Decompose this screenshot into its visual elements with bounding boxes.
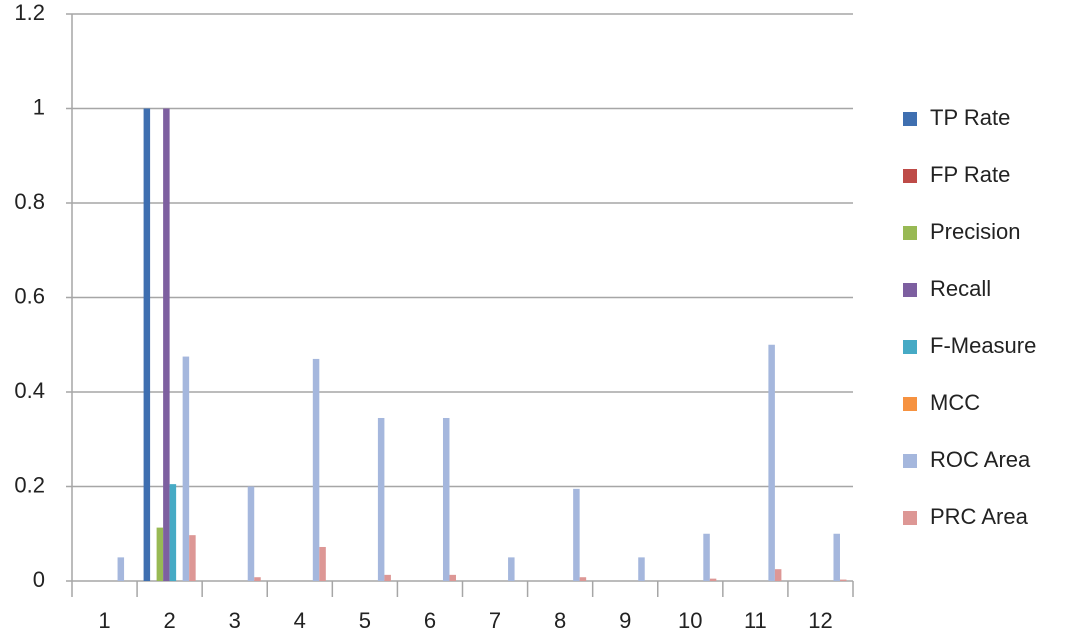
- legend-label: Precision: [930, 219, 1020, 244]
- x-tick-label: 7: [489, 608, 501, 633]
- y-tick-label: 1.2: [14, 0, 45, 25]
- bar: [189, 535, 196, 581]
- x-tick-label: 3: [229, 608, 241, 633]
- bar: [384, 574, 391, 581]
- bar: [579, 577, 587, 581]
- bar: [312, 358, 320, 581]
- legend-swatch: [903, 397, 917, 411]
- bar: [377, 417, 385, 581]
- legend-label: TP Rate: [930, 105, 1010, 130]
- bar: [774, 569, 782, 581]
- bar: [703, 533, 710, 581]
- x-tick-label: 1: [98, 608, 110, 633]
- x-tick-label: 9: [619, 608, 631, 633]
- legend-label: F-Measure: [930, 333, 1036, 358]
- bar: [143, 108, 151, 581]
- y-tick-label: 0: [33, 567, 45, 592]
- bar: [573, 488, 580, 581]
- bar: [638, 557, 645, 581]
- y-tick-label: 0.4: [14, 378, 45, 403]
- bar: [839, 579, 847, 581]
- bar: [117, 557, 125, 581]
- legend-label: PRC Area: [930, 504, 1029, 529]
- bar: [442, 417, 450, 581]
- x-tick-label: 12: [808, 608, 832, 633]
- x-tick-label: 6: [424, 608, 436, 633]
- bar: [449, 574, 456, 581]
- x-tick-label: 5: [359, 608, 371, 633]
- x-tick-label: 10: [678, 608, 702, 633]
- legend-swatch: [903, 112, 917, 126]
- legend-label: Recall: [930, 276, 991, 301]
- x-tick-label: 11: [744, 608, 767, 633]
- y-tick-label: 0.6: [14, 283, 45, 308]
- bar: [254, 577, 261, 581]
- legend-swatch: [903, 283, 917, 297]
- bar: [247, 486, 255, 581]
- y-tick-label: 0.2: [14, 472, 45, 497]
- bar: [319, 546, 326, 581]
- x-tick-label: 2: [164, 608, 176, 633]
- legend-swatch: [903, 511, 917, 525]
- legend-label: ROC Area: [930, 447, 1031, 472]
- y-tick-label: 0.8: [14, 189, 45, 214]
- legend-swatch: [903, 454, 917, 468]
- bar: [709, 578, 717, 581]
- x-tick-label: 4: [294, 608, 306, 633]
- legend-swatch: [903, 169, 917, 183]
- bar: [169, 484, 177, 581]
- bar: [182, 356, 190, 581]
- y-tick-label: 1: [33, 94, 45, 119]
- legend-label: FP Rate: [930, 162, 1010, 187]
- bar: [508, 557, 515, 581]
- legend-swatch: [903, 226, 917, 240]
- bar: [163, 108, 170, 581]
- bar: [833, 533, 840, 581]
- legend-label: MCC: [930, 390, 980, 415]
- bar: [768, 344, 775, 581]
- bar: [156, 527, 164, 581]
- x-tick-label: 8: [554, 608, 566, 633]
- legend-swatch: [903, 340, 917, 354]
